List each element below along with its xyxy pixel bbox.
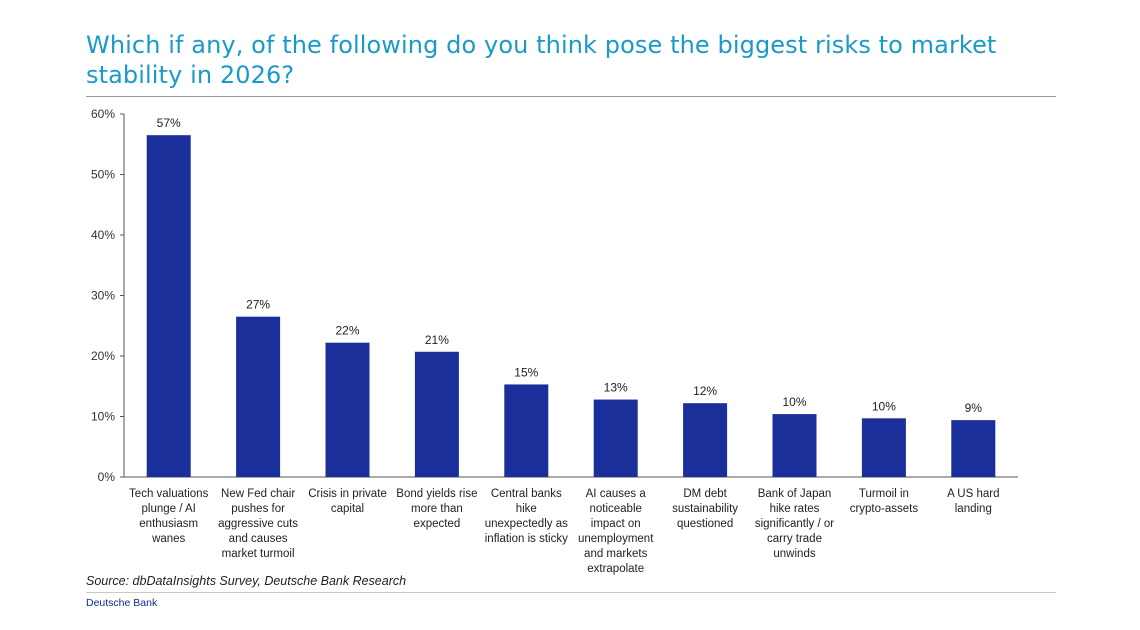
category-label-line: questioned bbox=[677, 518, 733, 530]
bar bbox=[683, 403, 728, 477]
category-label: Turmoil in crypto-assets bbox=[850, 488, 919, 515]
y-tick-label: 10% bbox=[91, 410, 115, 424]
category-label-line: unwinds bbox=[773, 548, 815, 560]
bar bbox=[951, 420, 996, 477]
y-tick-label: 20% bbox=[91, 349, 115, 363]
category-label-line: hike rates bbox=[770, 503, 820, 515]
category-label-line: unexpectedly as bbox=[485, 518, 568, 530]
category-label: Bank of Japan hike rates significantly / o… bbox=[755, 488, 834, 560]
category-label-line: Crisis in private bbox=[308, 488, 387, 500]
category-label-line: landing bbox=[955, 503, 992, 515]
data-label: 12% bbox=[693, 384, 717, 398]
category-label-line: pushes for bbox=[231, 503, 285, 515]
category-label-line: impact on bbox=[591, 518, 641, 530]
category-label-line: A US hard bbox=[947, 488, 999, 500]
source-note: Source: dbDataInsights Survey, Deutsche … bbox=[86, 574, 407, 588]
chart-title: Which if any, of the following do you th… bbox=[86, 31, 997, 89]
data-label: 10% bbox=[782, 395, 806, 409]
category-label-line: carry trade bbox=[767, 533, 822, 545]
category-label: Central banks hike unexpectedly as inflatio… bbox=[485, 488, 568, 545]
bar bbox=[146, 135, 191, 478]
brand-label: Deutsche Bank bbox=[86, 597, 158, 609]
category-label-line: significantly / or bbox=[755, 518, 834, 530]
category-label-line: noticeable bbox=[589, 503, 641, 515]
category-label-line: Turmoil in bbox=[859, 488, 909, 500]
bar bbox=[861, 418, 906, 477]
category-label: DM debt sustainability questioned bbox=[672, 488, 738, 530]
bar bbox=[593, 399, 638, 477]
category-label-line: enthusiasm bbox=[139, 518, 198, 530]
data-label: 10% bbox=[872, 399, 896, 413]
category-label-line: Bank of Japan bbox=[758, 488, 832, 500]
category-label-line: Central banks bbox=[491, 488, 562, 500]
data-label: 57% bbox=[157, 116, 181, 130]
data-label: 27% bbox=[246, 298, 270, 312]
bar bbox=[772, 414, 817, 477]
y-tick-label: 50% bbox=[91, 168, 115, 182]
y-tick-label: 0% bbox=[98, 470, 116, 484]
category-label-line: and causes bbox=[229, 533, 288, 545]
category-label: AI causes a noticeable impact on unemployme… bbox=[578, 488, 654, 575]
category-label: A US hard landing bbox=[947, 488, 999, 515]
bar bbox=[414, 351, 459, 477]
category-label-line: capital bbox=[331, 503, 364, 515]
category-label-line: extrapolate bbox=[587, 563, 644, 575]
category-label-line: unemployment bbox=[578, 533, 654, 545]
category-label: Bond yields rise more than expected bbox=[396, 488, 477, 530]
category-label-line: AI causes a bbox=[586, 488, 647, 500]
y-tick-label: 30% bbox=[91, 289, 115, 303]
category-label-line: wanes bbox=[151, 533, 185, 545]
category-label-line: DM debt bbox=[683, 488, 727, 500]
title-divider bbox=[86, 96, 1056, 97]
category-label-line: and markets bbox=[584, 548, 648, 560]
category-label-line: inflation is sticky bbox=[485, 533, 568, 545]
category-label-line: market turmoil bbox=[222, 548, 295, 560]
bar bbox=[325, 342, 370, 477]
category-label-line: sustainability bbox=[672, 503, 738, 515]
category-label-line: aggressive cuts bbox=[218, 518, 298, 530]
category-label-line: Bond yields rise bbox=[396, 488, 477, 500]
category-label-line: New Fed chair bbox=[221, 488, 295, 500]
bar bbox=[236, 316, 281, 477]
category-label-line: hike bbox=[516, 503, 537, 515]
data-label: 9% bbox=[965, 401, 983, 415]
category-label-line: more than bbox=[411, 503, 463, 515]
data-label: 15% bbox=[514, 365, 538, 379]
data-label: 21% bbox=[425, 333, 449, 347]
category-label: Crisis in private capital bbox=[308, 488, 387, 515]
category-label-line: expected bbox=[414, 518, 461, 530]
category-label-line: crypto-assets bbox=[850, 503, 919, 515]
y-tick-label: 40% bbox=[91, 228, 115, 242]
category-label: Tech valuations plunge / AI enthusiasm wane… bbox=[129, 488, 209, 545]
bar bbox=[504, 384, 549, 477]
data-label: 22% bbox=[335, 324, 359, 338]
category-label-line: Tech valuations bbox=[129, 488, 209, 500]
category-label: New Fed chair pushes for aggressive cuts an… bbox=[218, 488, 298, 560]
footer-divider bbox=[86, 592, 1056, 593]
category-label-line: plunge / AI bbox=[142, 503, 196, 515]
y-tick-label: 60% bbox=[91, 107, 115, 121]
data-label: 13% bbox=[604, 381, 628, 395]
